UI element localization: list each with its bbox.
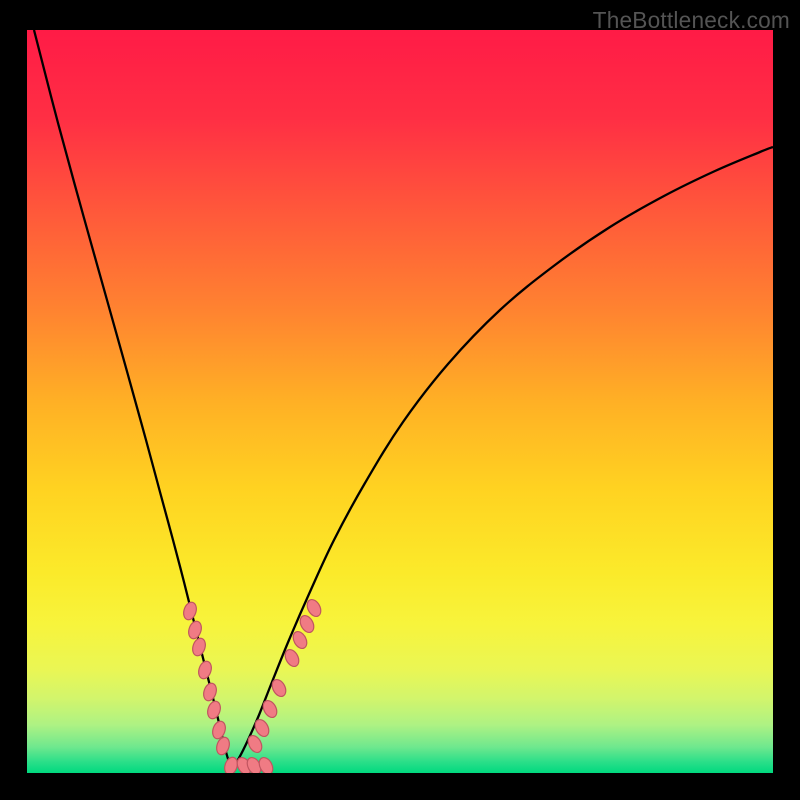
bottleneck-curve-right: [232, 147, 774, 769]
sample-markers-left: [182, 601, 240, 773]
plot-area: [27, 30, 773, 773]
sample-marker: [187, 620, 204, 641]
bottleneck-curve-left: [34, 30, 232, 769]
sample-markers-right: [234, 597, 323, 773]
sample-marker: [182, 601, 199, 622]
watermark-text: TheBottleneck.com: [593, 7, 790, 34]
sample-marker: [191, 637, 208, 658]
bottleneck-chart: TheBottleneck.com: [0, 0, 800, 800]
sample-marker: [206, 700, 223, 721]
sample-marker: [202, 682, 219, 703]
sample-marker: [197, 660, 214, 681]
curve-layer: [27, 30, 773, 773]
